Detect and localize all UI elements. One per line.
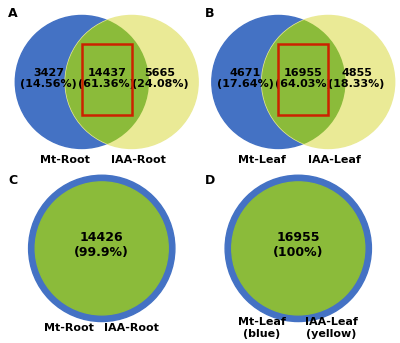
Text: 16955
(64.03%): 16955 (64.03%)	[275, 68, 332, 90]
Circle shape	[212, 15, 345, 149]
Circle shape	[28, 175, 175, 321]
Text: 16955
(100%): 16955 (100%)	[273, 231, 324, 259]
Circle shape	[15, 15, 148, 149]
Circle shape	[35, 182, 168, 315]
Text: IAA-Root: IAA-Root	[111, 155, 166, 165]
Text: 14426
(99.9%): 14426 (99.9%)	[74, 231, 129, 259]
Text: IAA-Leaf
(yellow): IAA-Leaf (yellow)	[305, 317, 358, 339]
Text: Mt-Leaf
(blue): Mt-Leaf (blue)	[238, 317, 286, 339]
Text: IAA-Root: IAA-Root	[104, 323, 159, 333]
Text: C: C	[8, 174, 17, 187]
Text: 4855
(18.33%): 4855 (18.33%)	[328, 68, 385, 90]
Circle shape	[212, 15, 345, 149]
Text: 4671
(17.64%): 4671 (17.64%)	[217, 68, 274, 90]
Text: Mt-Leaf: Mt-Leaf	[238, 155, 286, 165]
Text: 3427
(14.56%): 3427 (14.56%)	[20, 68, 77, 90]
Circle shape	[225, 175, 372, 321]
Text: 14437
(61.36%): 14437 (61.36%)	[78, 68, 135, 90]
Circle shape	[65, 15, 198, 149]
Circle shape	[232, 182, 365, 315]
Text: IAA-Leaf: IAA-Leaf	[308, 155, 361, 165]
Text: Mt-Root: Mt-Root	[44, 323, 94, 333]
Circle shape	[15, 15, 148, 149]
Bar	[278, 44, 328, 115]
Bar	[82, 44, 132, 115]
Circle shape	[262, 15, 395, 149]
Text: B: B	[204, 8, 214, 21]
Text: 5665
(24.08%): 5665 (24.08%)	[132, 68, 188, 90]
Text: D: D	[204, 174, 215, 187]
Text: Mt-Root: Mt-Root	[40, 155, 90, 165]
Text: A: A	[8, 8, 18, 21]
